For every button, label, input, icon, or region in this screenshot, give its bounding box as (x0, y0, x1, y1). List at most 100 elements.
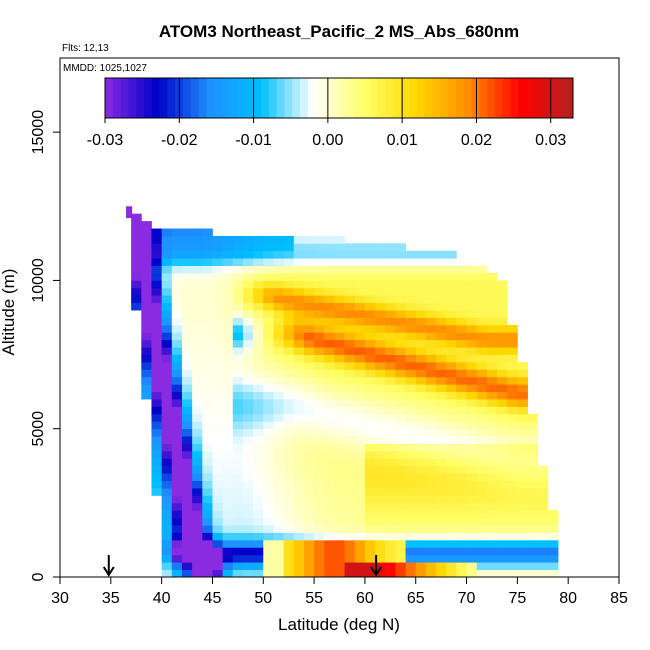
heatmap-cell (375, 495, 386, 504)
heatmap-cell (273, 243, 284, 252)
heatmap-cell (273, 547, 284, 556)
heatmap-cell (436, 376, 447, 385)
heatmap-cell (181, 539, 193, 548)
heatmap-cell (456, 354, 467, 363)
heatmap-cell (334, 406, 345, 415)
heatmap-cell (222, 502, 234, 511)
heatmap-cell (263, 406, 274, 415)
heatmap-cell (364, 436, 376, 444)
heatmap-cell (181, 391, 193, 400)
heatmap-cell (212, 258, 224, 266)
heatmap-cell (497, 421, 508, 430)
heatmap-cell (354, 413, 366, 422)
heatmap-cell (222, 339, 234, 348)
heatmap-cell (517, 502, 528, 511)
heatmap-cell (222, 525, 234, 533)
heatmap-cell (293, 473, 305, 482)
heatmap-cell (517, 421, 528, 430)
heatmap-cell (171, 517, 183, 526)
heatmap-cell (253, 502, 264, 511)
heatmap-cell (314, 317, 325, 326)
heatmap-cell (486, 317, 498, 326)
heatmap-cell (385, 310, 396, 318)
heatmap-cell (375, 324, 386, 333)
heatmap-cell (446, 406, 457, 415)
heatmap-cell (446, 502, 457, 511)
heatmap-cell (253, 280, 264, 289)
heatmap-cell (364, 488, 376, 496)
heatmap-cell (222, 280, 234, 289)
heatmap-cell (344, 399, 356, 407)
heatmap-cell (212, 250, 224, 259)
heatmap-cell (385, 243, 396, 252)
heatmap-cell (283, 428, 295, 437)
heatmap-cell (354, 443, 366, 452)
heatmap-cell (161, 465, 173, 474)
heatmap-cell (171, 547, 183, 556)
heatmap-cell (181, 428, 193, 437)
heatmap-cell (242, 361, 254, 370)
heatmap-cell (314, 480, 325, 489)
heatmap-cell (385, 406, 396, 415)
heatmap-cell (375, 369, 386, 378)
heatmap-cell (131, 295, 142, 304)
heatmap-cell (161, 310, 173, 318)
heatmap-cell (527, 436, 539, 444)
heatmap-cell (415, 347, 427, 355)
heatmap-cell (375, 443, 386, 452)
heatmap-cell (192, 287, 203, 296)
heatmap-cell (344, 450, 356, 459)
heatmap-cell (283, 332, 295, 341)
heatmap-cell (161, 428, 173, 437)
heatmap-cell (517, 399, 528, 407)
heatmap-cell (283, 376, 295, 385)
heatmap-cell (385, 354, 396, 363)
heatmap-cell (405, 495, 417, 504)
heatmap-cell (415, 399, 427, 407)
heatmap-cell (314, 554, 325, 563)
heatmap-cell (212, 450, 224, 459)
heatmap-cell (151, 228, 163, 237)
heatmap-cell (364, 517, 376, 526)
heatmap-cell (273, 369, 284, 378)
heatmap-cell (293, 465, 305, 474)
heatmap-cell (161, 525, 173, 533)
heatmap-cell (222, 399, 234, 407)
heatmap-cell (192, 525, 203, 533)
heatmap-cell (456, 473, 467, 482)
heatmap-cell (405, 569, 417, 578)
heatmap-cell (334, 258, 345, 266)
heatmap-cell (324, 517, 335, 526)
heatmap-cell (537, 539, 549, 548)
heatmap-cell (466, 280, 478, 289)
heatmap-cell (415, 510, 427, 519)
heatmap-cell (517, 436, 528, 444)
heatmap-cell (527, 428, 539, 437)
heatmap-cell (466, 525, 478, 533)
heatmap-cell (232, 317, 244, 326)
heatmap-cell (263, 502, 274, 511)
heatmap-cell (151, 310, 163, 318)
heatmap-cell (141, 302, 152, 311)
heatmap-cell (446, 347, 457, 355)
heatmap-cell (517, 517, 528, 526)
heatmap-cell (303, 562, 315, 570)
heatmap-cell (161, 391, 173, 400)
heatmap-cell (253, 235, 264, 244)
heatmap-cell (242, 436, 254, 444)
heatmap-cell (446, 280, 457, 289)
heatmap-cell (253, 376, 264, 385)
heatmap-cell (202, 339, 213, 348)
heatmap-cell (192, 302, 203, 311)
heatmap-cell (314, 273, 325, 281)
heatmap-cell (151, 421, 163, 430)
heatmap-cell (344, 569, 356, 578)
heatmap-cell (293, 458, 305, 467)
heatmap-cell (263, 428, 274, 437)
heatmap-cell (192, 324, 203, 333)
heatmap-cell (232, 421, 244, 430)
heatmap-cell (151, 317, 163, 326)
heatmap-cell (375, 406, 386, 415)
heatmap-cell (273, 235, 284, 244)
heatmap-cell (405, 458, 417, 467)
